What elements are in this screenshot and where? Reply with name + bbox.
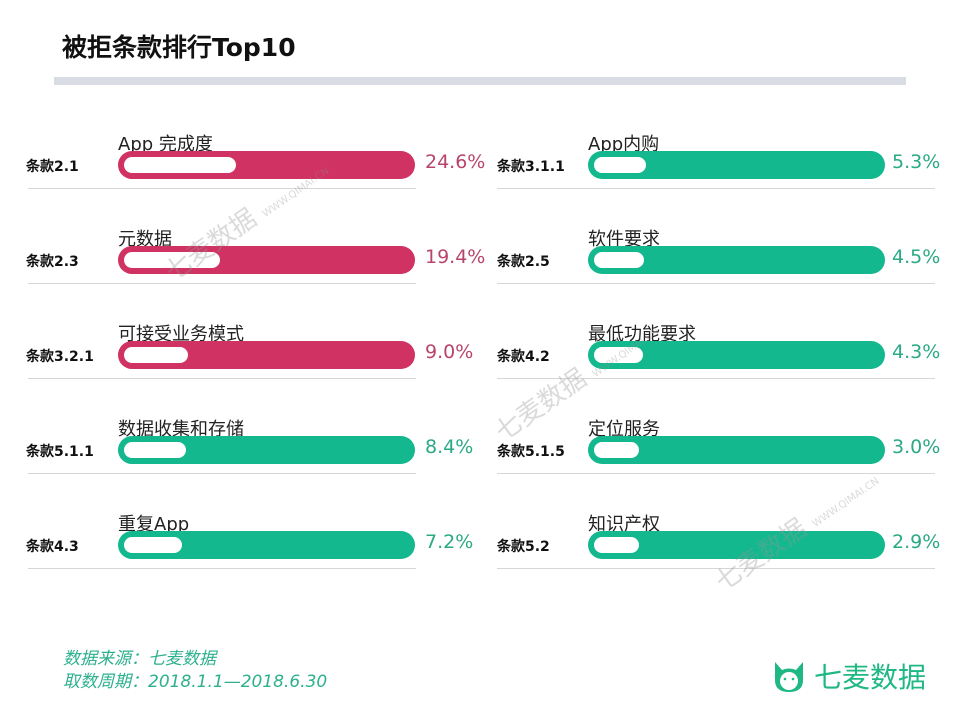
bar-row: 定位服务 条款5.1.5 3.0% bbox=[0, 415, 960, 505]
data-source: 数据来源：七麦数据 bbox=[63, 649, 216, 669]
page-title: 被拒条款排行Top10 bbox=[62, 33, 296, 62]
value-label: 5.3% bbox=[892, 151, 941, 173]
value-label: 9.0% bbox=[425, 341, 474, 363]
value-label: 4.5% bbox=[892, 246, 941, 268]
row-divider bbox=[28, 568, 416, 569]
category-label: App内购 bbox=[588, 134, 660, 155]
clause-label: 条款3.1.1 bbox=[497, 159, 565, 175]
bar-row: 数据收集和存储 条款5.1.1 8.4% bbox=[0, 415, 960, 505]
bar-row: 可接受业务模式 条款3.2.1 9.0% bbox=[0, 320, 960, 410]
category-label: 元数据 bbox=[118, 229, 172, 250]
value-label: 4.3% bbox=[892, 341, 941, 363]
bar-track bbox=[118, 436, 415, 464]
row-divider bbox=[28, 188, 416, 189]
row-divider bbox=[28, 378, 416, 379]
row-divider bbox=[28, 283, 416, 284]
bar-fill bbox=[124, 442, 187, 458]
bar-row: 重复App 条款4.3 7.2% bbox=[0, 510, 960, 600]
category-label: 可接受业务模式 bbox=[118, 324, 244, 345]
row-divider bbox=[497, 188, 935, 189]
value-label: 2.9% bbox=[892, 531, 941, 553]
bar-track bbox=[588, 151, 885, 179]
bar-fill bbox=[594, 537, 639, 553]
bar-fill bbox=[124, 347, 188, 363]
row-divider bbox=[497, 473, 935, 474]
category-label: 知识产权 bbox=[588, 514, 660, 535]
clause-label: 条款5.1.1 bbox=[26, 444, 94, 460]
value-label: 8.4% bbox=[425, 436, 474, 458]
clause-label: 条款2.1 bbox=[26, 159, 79, 175]
category-label: 定位服务 bbox=[588, 419, 660, 440]
category-label: App 完成度 bbox=[118, 134, 213, 155]
bar-track bbox=[118, 531, 415, 559]
category-label: 最低功能要求 bbox=[588, 324, 696, 345]
clause-label: 条款2.5 bbox=[497, 254, 550, 270]
bar-fill bbox=[124, 537, 183, 553]
clause-label: 条款4.2 bbox=[497, 349, 550, 365]
bar-fill bbox=[594, 347, 644, 363]
bar-track bbox=[588, 531, 885, 559]
bar-row: 知识产权 条款5.2 2.9% bbox=[0, 510, 960, 600]
clause-label: 条款4.3 bbox=[26, 539, 79, 555]
row-divider bbox=[497, 568, 935, 569]
bar-track bbox=[588, 246, 885, 274]
title-divider bbox=[54, 77, 906, 85]
category-label: 重复App bbox=[118, 514, 190, 535]
bar-track bbox=[588, 436, 885, 464]
logo: 七麦数据 bbox=[770, 656, 926, 696]
row-divider bbox=[28, 473, 416, 474]
cat-icon bbox=[775, 662, 803, 692]
row-divider bbox=[497, 378, 935, 379]
clause-label: 条款5.2 bbox=[497, 539, 550, 555]
value-label: 24.6% bbox=[425, 151, 486, 173]
bar-track bbox=[118, 246, 415, 274]
bar-fill bbox=[124, 252, 221, 268]
bar-track bbox=[118, 341, 415, 369]
clause-label: 条款3.2.1 bbox=[26, 349, 94, 365]
bar-row: 元数据 条款2.3 19.4% bbox=[0, 225, 960, 315]
bar-fill bbox=[594, 157, 647, 173]
data-period: 取数周期：2018.1.1—2018.6.30 bbox=[63, 672, 328, 692]
logo-text: 七麦数据 bbox=[814, 661, 927, 694]
value-label: 19.4% bbox=[425, 246, 486, 268]
bar-track bbox=[118, 151, 415, 179]
bar-row: App内购 条款3.1.1 5.3% bbox=[0, 130, 960, 220]
bar-track bbox=[588, 341, 885, 369]
category-label: 软件要求 bbox=[588, 229, 660, 250]
bar-fill bbox=[124, 157, 237, 173]
bar-row: 最低功能要求 条款4.2 4.3% bbox=[0, 320, 960, 410]
bar-row: 软件要求 条款2.5 4.5% bbox=[0, 225, 960, 315]
value-label: 3.0% bbox=[892, 436, 941, 458]
clause-label: 条款2.3 bbox=[26, 254, 79, 270]
row-divider bbox=[497, 283, 935, 284]
clause-label: 条款5.1.5 bbox=[497, 444, 565, 460]
bar-fill bbox=[594, 252, 644, 268]
bar-fill bbox=[594, 442, 640, 458]
category-label: 数据收集和存储 bbox=[118, 419, 244, 440]
value-label: 7.2% bbox=[425, 531, 474, 553]
bar-row: App 完成度 条款2.1 24.6% bbox=[0, 130, 960, 220]
